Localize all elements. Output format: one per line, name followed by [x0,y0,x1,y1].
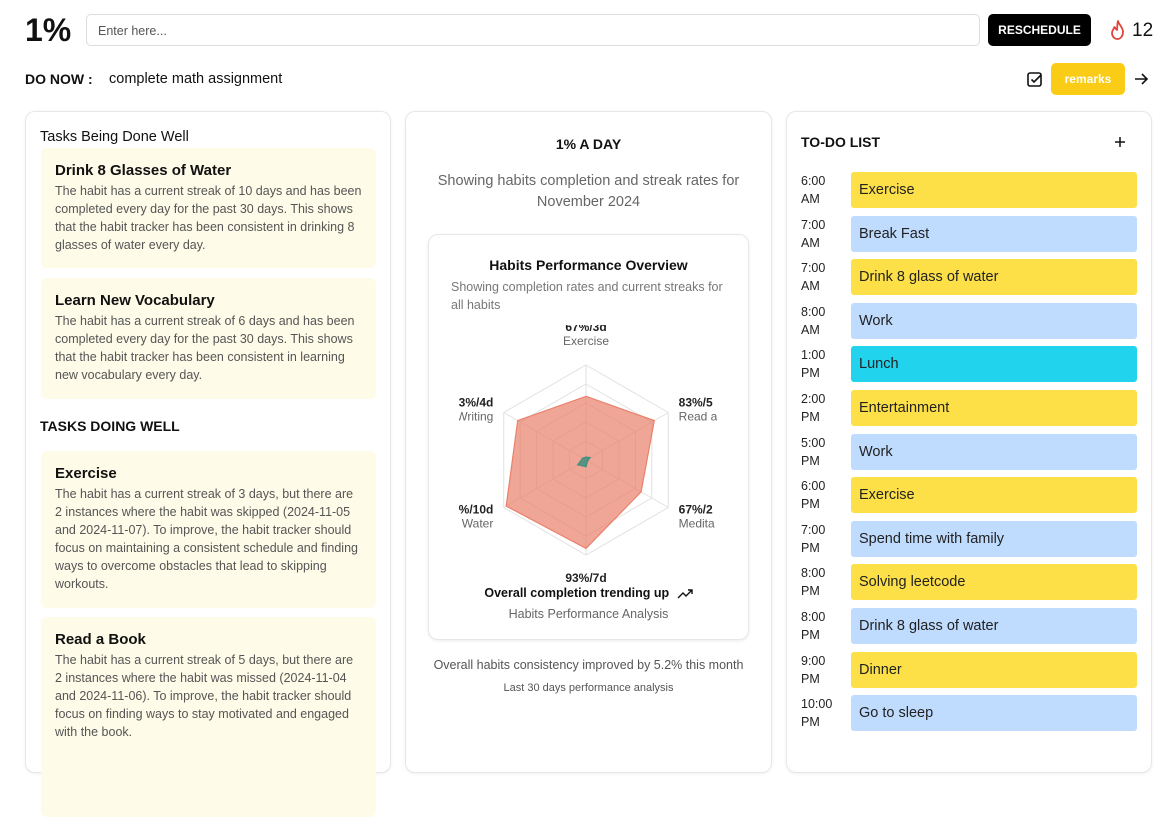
card-text: The habit has a current streak of 6 days… [55,314,355,382]
todo-item[interactable]: Exercise [851,477,1137,514]
trend-note: Overall completion trending up [429,586,748,600]
do-now-task: complete math assignment [109,71,283,87]
arrow-icon[interactable] [1133,71,1149,87]
do-now-label: DO NOW : [25,71,93,87]
todo-time: 8:00 PM [801,566,826,599]
todo-time: 2:00 PM [801,392,826,424]
todo-time: 1:00 PM [801,348,826,381]
todo-time: 7:00 PM [801,522,826,555]
todo-time: 7:00 AM [801,261,826,294]
add-button[interactable] [1113,135,1127,149]
page: 1% Enter here... RESCHEDULE 12 DO NOW : … [25,12,1154,817]
card-text: The habit has a current streak of 3 days… [55,487,358,591]
input-placeholder: Enter here... [98,24,167,38]
habit-card: Learn New Vocabulary The habit has a curr… [41,278,376,399]
card-title: Exercise [55,465,117,482]
chart-title: Habits Performance Overview [489,257,688,273]
todo-time: 5:00 PM [801,435,826,468]
todo-item[interactable]: Spend time with family [851,520,1137,557]
todo-time: 8:00 PM [801,610,826,642]
todo-title: TO-DO LIST [801,134,881,150]
habit-card: Read a Book The habit has a current strea… [41,617,376,817]
todo-item[interactable]: Exercise [851,172,1137,208]
todo-item[interactable]: Drink 8 glass of water [851,608,1137,644]
axis-label: f Water [459,517,493,531]
todo-item[interactable]: Entertainment [851,390,1137,426]
todo-time: 7:00 AM [801,217,826,250]
trend-icon [677,589,693,599]
axis-label: Writing [459,410,493,424]
card-title: Read a Book [55,631,146,648]
todo-item[interactable]: Dinner [851,651,1137,688]
center-panel: 1% A DAY Showing habits completion and s… [405,111,772,773]
streak-count: 12 [1132,20,1154,41]
todo-time: 8:00 AM [801,304,826,337]
chart-subtitle: Showing completion rates and current str… [451,280,723,312]
habit-card: Exercise The habit has a current streak o… [41,451,376,608]
todo-time: 6:00 AM [801,174,826,206]
todo-item[interactable]: Solving leetcode [851,564,1137,601]
chart-card: Habits Performance Overview Showing comp… [428,234,749,640]
todo-time: 9:00 PM [801,653,826,686]
point-label: %/10d [459,503,493,517]
card-text: The habit has a current streak of 5 days… [55,653,354,739]
panel-title: Tasks Being Done Well [40,129,189,145]
card-title: Drink 8 Glasses of Water [55,162,232,179]
axis-label: Exercise [563,334,609,348]
todo-item[interactable]: Work [851,433,1137,470]
reschedule-button[interactable]: RESCHEDULE [988,14,1091,46]
remarks-button[interactable]: remarks [1051,63,1125,95]
todo-item[interactable]: Lunch [851,346,1137,383]
card-text: The habit has a current streak of 10 day… [55,184,362,252]
todo-panel: TO-DO LIST 6:00 AM Exercise 7:00 AM Break F… [786,111,1152,773]
todo-item[interactable]: Break Fast [851,215,1137,252]
radar-area [505,395,655,550]
axis-label: Read a [679,410,717,424]
flame-icon [1111,20,1124,40]
check-icon[interactable] [1026,71,1044,89]
summary-note: Last 30 days performance analysis [503,682,674,694]
section-title: TASKS DOING WELL [40,418,180,434]
panel-subtitle: Showing habits completion and streak rat… [437,173,740,210]
todo-time: 10:00 PM [801,697,833,730]
radar-area [576,456,592,468]
point-label: 3%/4d [459,396,493,410]
card-title: Learn New Vocabulary [55,292,215,309]
chart-caption: Habits Performance Analysis [508,607,669,621]
axis-label: Medita [679,517,715,531]
brand: 1% [25,12,72,48]
todo-item[interactable]: Work [851,302,1137,339]
summary: Overall habits consistency improved by 5… [433,658,744,672]
todo-item[interactable]: Go to sleep [851,695,1137,732]
todo-time: 6:00 PM [801,479,826,512]
point-label: 67%/3d [565,325,606,334]
left-panel: Tasks Being Done Well TASKS DOING WELL D… [25,111,391,817]
point-label: 83%/5 [679,396,713,410]
panel-title: 1% A DAY [555,136,622,152]
trend-text: Overall completion trending up [484,586,670,600]
habit-card: Drink 8 Glasses of Water The habit has a … [41,148,376,268]
point-label: 67%/2 [679,503,713,517]
search-input[interactable]: Enter here... [86,14,980,46]
point-label: 93%/7d [565,571,606,585]
todo-item[interactable]: Drink 8 glass of water [851,259,1137,296]
